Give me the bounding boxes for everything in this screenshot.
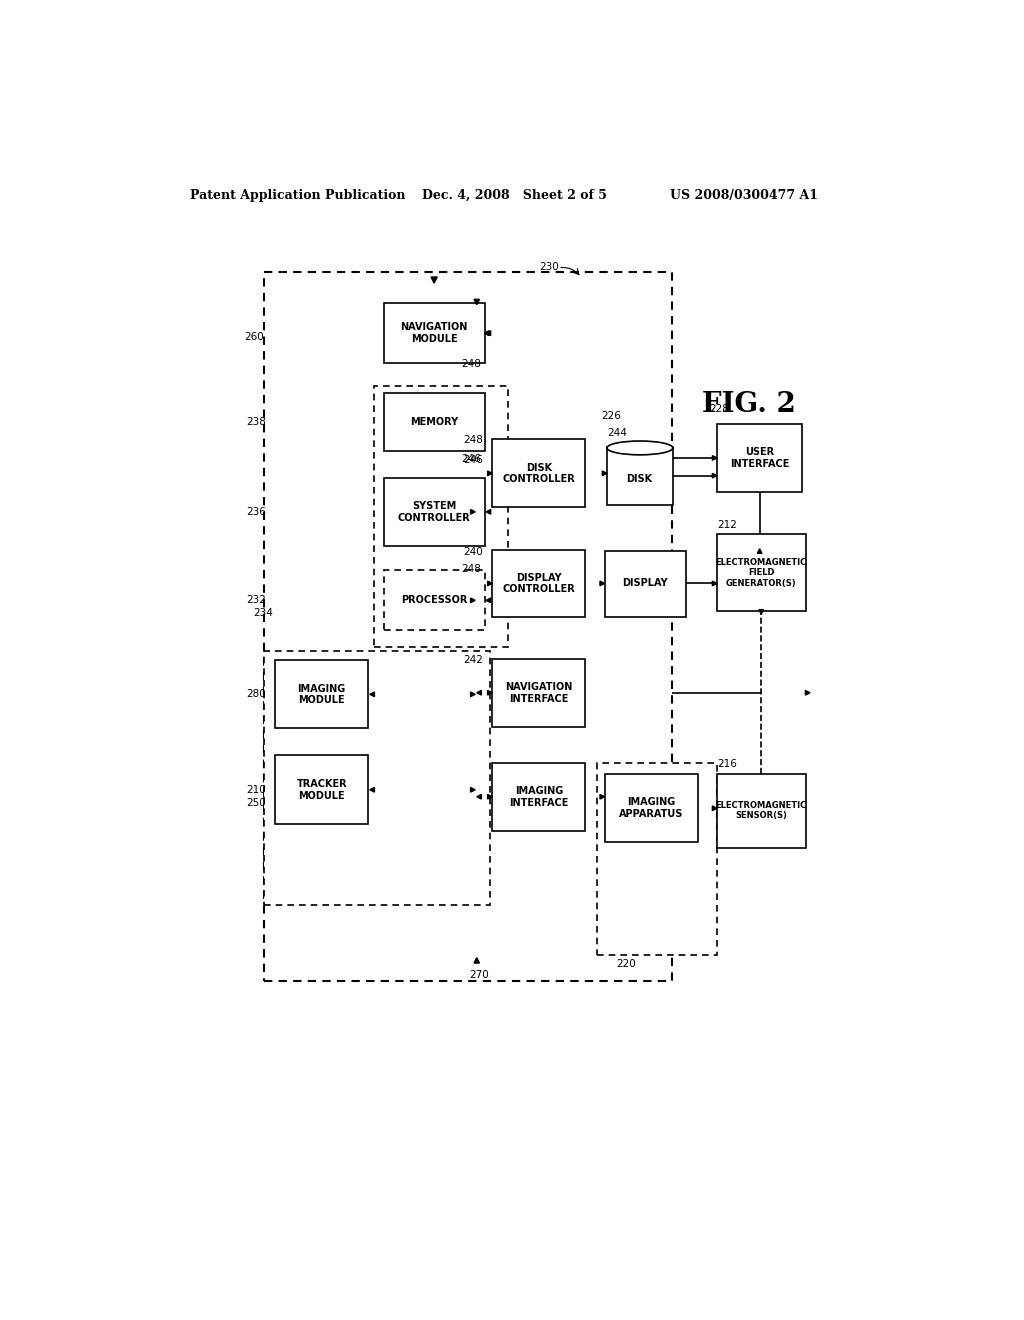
Text: NAVIGATION
MODULE: NAVIGATION MODULE	[400, 322, 468, 345]
Polygon shape	[477, 690, 481, 696]
Polygon shape	[471, 788, 475, 792]
Text: MEMORY: MEMORY	[410, 417, 458, 426]
Text: 236: 236	[246, 507, 265, 517]
Text: 210: 210	[246, 785, 265, 795]
Text: 232: 232	[246, 595, 265, 606]
Text: 228: 228	[710, 404, 729, 414]
Text: 248: 248	[461, 564, 481, 574]
Bar	[384, 304, 484, 363]
Text: Patent Application Publication: Patent Application Publication	[190, 189, 406, 202]
Bar	[493, 440, 586, 507]
Text: DISK
CONTROLLER: DISK CONTROLLER	[503, 462, 575, 484]
Text: TRACKER
MODULE: TRACKER MODULE	[296, 779, 347, 801]
Text: 280: 280	[246, 689, 265, 700]
Polygon shape	[713, 474, 717, 478]
Bar	[275, 660, 369, 729]
Text: 220: 220	[616, 958, 636, 969]
Text: 242: 242	[463, 655, 482, 665]
Text: 226: 226	[601, 411, 621, 421]
Text: IMAGING
APPARATUS: IMAGING APPARATUS	[618, 797, 683, 820]
Text: 234: 234	[254, 607, 273, 618]
Polygon shape	[484, 331, 489, 335]
Bar	[384, 570, 484, 631]
Polygon shape	[484, 331, 489, 335]
Text: 230: 230	[539, 263, 558, 272]
Polygon shape	[713, 807, 717, 810]
Text: ELECTROMAGNETIC
SENSOR(S): ELECTROMAGNETIC SENSOR(S)	[716, 801, 807, 820]
Text: DISPLAY
CONTROLLER: DISPLAY CONTROLLER	[503, 573, 575, 594]
Bar	[717, 535, 806, 611]
Polygon shape	[471, 692, 475, 697]
Text: IMAGING
MODULE: IMAGING MODULE	[298, 684, 346, 705]
Polygon shape	[600, 795, 604, 799]
Polygon shape	[474, 300, 479, 305]
Polygon shape	[758, 549, 762, 553]
Bar	[375, 385, 508, 647]
Polygon shape	[486, 510, 490, 515]
Polygon shape	[487, 471, 493, 475]
Ellipse shape	[607, 441, 673, 455]
Bar	[717, 775, 806, 847]
Bar	[263, 651, 489, 906]
Polygon shape	[805, 690, 810, 696]
Polygon shape	[487, 795, 493, 799]
Bar	[384, 478, 484, 545]
Polygon shape	[370, 692, 375, 697]
Bar	[604, 552, 686, 616]
Text: DISPLAY: DISPLAY	[623, 578, 668, 589]
Bar	[597, 763, 717, 956]
Bar	[493, 549, 586, 618]
Polygon shape	[487, 581, 493, 586]
Text: ELECTROMAGNETIC
FIELD
GENERATOR(S): ELECTROMAGNETIC FIELD GENERATOR(S)	[716, 558, 807, 587]
Text: 212: 212	[717, 520, 737, 531]
Bar	[493, 659, 586, 726]
Text: US 2008/0300477 A1: US 2008/0300477 A1	[671, 189, 818, 202]
Text: SYSTEM
CONTROLLER: SYSTEM CONTROLLER	[397, 502, 470, 523]
Text: FIG. 2: FIG. 2	[701, 392, 796, 418]
Bar	[604, 775, 697, 842]
Text: PROCESSOR: PROCESSOR	[401, 595, 467, 606]
Text: 250: 250	[246, 797, 265, 808]
Text: USER
INTERFACE: USER INTERFACE	[730, 447, 790, 469]
Polygon shape	[471, 510, 475, 515]
Bar	[275, 755, 369, 825]
Polygon shape	[602, 471, 607, 475]
Text: DISK: DISK	[627, 474, 652, 484]
Text: 248: 248	[463, 436, 482, 445]
Text: 270: 270	[469, 970, 488, 979]
Polygon shape	[713, 581, 717, 586]
Text: Dec. 4, 2008   Sheet 2 of 5: Dec. 4, 2008 Sheet 2 of 5	[423, 189, 607, 202]
Polygon shape	[474, 958, 479, 964]
Bar	[263, 272, 672, 981]
Text: 238: 238	[246, 417, 265, 426]
Text: IMAGING
INTERFACE: IMAGING INTERFACE	[509, 785, 568, 808]
Text: 240: 240	[463, 546, 482, 557]
Text: 246: 246	[461, 454, 481, 463]
Text: 216: 216	[717, 759, 737, 768]
Bar	[607, 447, 673, 506]
Polygon shape	[477, 795, 481, 799]
Polygon shape	[486, 331, 490, 335]
Bar	[384, 393, 484, 451]
Polygon shape	[486, 598, 490, 603]
Polygon shape	[600, 581, 604, 586]
Text: 248: 248	[461, 359, 481, 370]
Text: 260: 260	[245, 333, 264, 342]
Text: 246: 246	[463, 454, 482, 465]
Polygon shape	[487, 690, 493, 696]
Polygon shape	[759, 610, 764, 614]
Bar	[717, 424, 802, 492]
Polygon shape	[471, 598, 475, 603]
Polygon shape	[370, 788, 375, 792]
Polygon shape	[713, 455, 717, 461]
Text: 244: 244	[607, 428, 627, 438]
Bar	[493, 763, 586, 830]
Text: NAVIGATION
INTERFACE: NAVIGATION INTERFACE	[505, 682, 572, 704]
Polygon shape	[431, 277, 437, 284]
